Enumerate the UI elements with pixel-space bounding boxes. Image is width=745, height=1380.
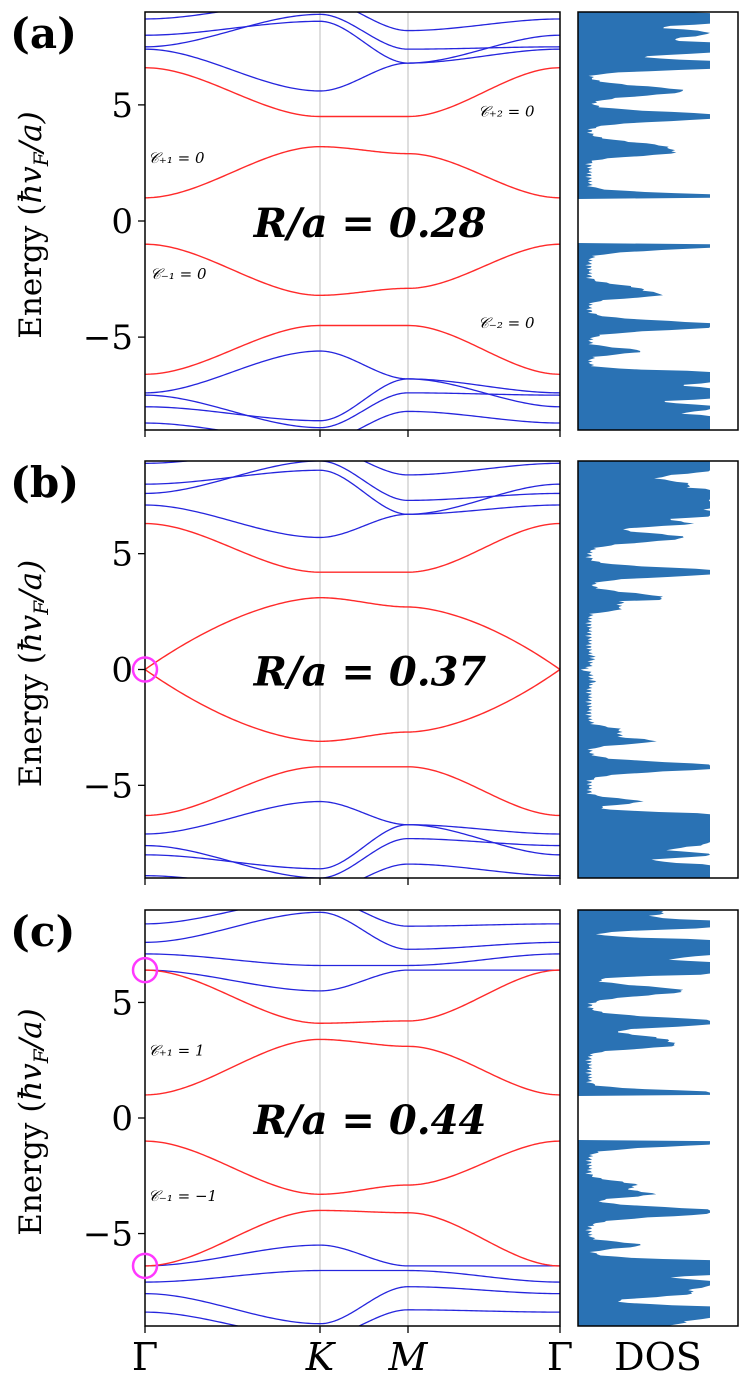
red-band-line — [145, 324, 560, 375]
x-tick-label-4: Γ — [547, 1335, 573, 1379]
y-tick-label: 0 — [111, 202, 133, 242]
y-axis-title-math: ħv — [13, 614, 49, 652]
band-panel-3: 5 0 −5 Energy (ħvF/a) (c) R/a = 0.44 𝒞₊₁ = 1 𝒞₋… — [10, 907, 561, 1333]
blue-band-line — [145, 1244, 560, 1267]
blue-band-line — [145, 824, 560, 870]
y-axis-title-end: /a) — [13, 560, 49, 604]
y-axis-title-subscript: F — [29, 1048, 53, 1064]
y-axis-title-text: Energy ( — [13, 652, 49, 787]
blue-band-line — [145, 969, 560, 992]
panel-title-ratio: R/a = 0.44 — [253, 1097, 487, 1144]
y-axis-title: Energy (ħvF/a) — [13, 560, 53, 787]
blue-band-line — [145, 469, 560, 515]
blue-band-line — [145, 911, 560, 950]
panel-letter-label: (c) — [10, 907, 75, 956]
dos-fill-area — [578, 910, 710, 1326]
chern-number-annotation: 𝒞₋₁ = 0 — [150, 265, 207, 283]
band-crossing-marker — [131, 656, 159, 683]
chern-number-annotation: 𝒞₋₁ = −1 — [148, 1187, 217, 1205]
blue-band-line — [145, 461, 560, 502]
y-tick-label: −5 — [83, 766, 133, 806]
y-tick-label: −5 — [83, 318, 133, 358]
dos-plot-frame — [577, 11, 739, 431]
blue-band-line — [145, 410, 560, 430]
red-band-line — [145, 668, 560, 743]
dos-panel-3 — [577, 909, 739, 1327]
dos-fill-area — [578, 461, 710, 878]
bands-group — [145, 910, 560, 1326]
band-crossing-marker — [131, 1252, 159, 1280]
y-tick-label: 0 — [111, 1099, 133, 1139]
red-band-line — [145, 522, 560, 573]
blue-band-line — [145, 800, 560, 835]
dos-plot-frame — [577, 460, 739, 879]
dos-axis-label: DOS — [614, 1335, 702, 1379]
y-axis-title-end: /a) — [13, 1008, 49, 1052]
chern-number-annotation: 𝒞₊₂ = 0 — [478, 103, 535, 121]
red-band-line — [145, 766, 560, 817]
blue-band-line — [145, 1286, 560, 1325]
bands-group — [145, 461, 560, 878]
y-tick-label: 5 — [111, 86, 133, 126]
chern-number-annotation: 𝒞₊₁ = 1 — [148, 1042, 205, 1060]
red-band-line — [145, 1209, 560, 1267]
bands-group — [145, 12, 560, 430]
y-axis-title: Energy (ħvF/a) — [13, 111, 53, 338]
y-axis-title-math: ħv — [13, 1063, 49, 1101]
panel-title-ratio: R/a = 0.28 — [253, 200, 487, 247]
dos-plot-frame — [577, 909, 739, 1327]
y-axis-title: Energy (ħvF/a) — [13, 1008, 53, 1235]
blue-band-line — [145, 13, 560, 50]
blue-band-line — [145, 504, 560, 539]
chern-number-annotation: 𝒞₋₂ = 0 — [478, 314, 535, 332]
red-band-line — [145, 1140, 560, 1195]
y-tick-label: 5 — [111, 983, 133, 1023]
red-band-line — [145, 243, 560, 297]
blue-band-line — [145, 48, 560, 92]
y-axis-title-subscript: F — [29, 600, 53, 616]
blue-band-line — [145, 461, 560, 476]
y-axis-title-math: ħv — [13, 166, 49, 204]
blue-band-line — [145, 1309, 560, 1326]
red-band-line — [145, 969, 560, 1024]
blue-band-line — [145, 12, 560, 32]
y-axis-title-text: Energy ( — [13, 1101, 49, 1236]
chern-number-annotation: 𝒞₊₁ = 0 — [148, 149, 205, 167]
x-tick-label-3: M — [388, 1335, 429, 1379]
blue-band-line — [145, 392, 560, 429]
x-tick-label-1: Γ — [132, 1335, 158, 1379]
panel-letter-label: (b) — [10, 458, 79, 507]
panel-letter-label: (a) — [10, 9, 77, 58]
band-crossing-marker — [131, 956, 159, 984]
red-band-line — [145, 145, 560, 199]
y-tick-label: 0 — [111, 651, 133, 691]
band-panel-2: 5 0 −5 Energy (ħvF/a) (b) R/a = 0.37 — [10, 458, 561, 885]
red-band-line — [145, 1038, 560, 1096]
blue-band-line — [145, 350, 560, 394]
panel-title-ratio: R/a = 0.37 — [253, 649, 487, 696]
blue-band-line — [145, 378, 560, 422]
y-tick-label: −5 — [83, 1215, 133, 1255]
blue-band-line — [145, 910, 560, 927]
blue-band-line — [145, 863, 560, 878]
y-axis-title-subscript: F — [29, 151, 53, 167]
dos-panel-2 — [577, 460, 739, 879]
blue-band-line — [145, 837, 560, 878]
y-axis-title-text: Energy ( — [13, 204, 49, 339]
y-tick-label: 5 — [111, 535, 133, 575]
red-band-line — [145, 596, 560, 671]
band-panel-1: 5 0 −5 Energy (ħvF/a) (a) R/a = 0.28 𝒞₊₁ = 0 𝒞₋… — [10, 9, 561, 437]
dos-fill-area — [578, 12, 710, 430]
dos-panel-1 — [577, 11, 739, 431]
y-axis-title-end: /a) — [13, 111, 49, 155]
blue-band-line — [145, 20, 560, 64]
blue-band-line — [145, 953, 560, 967]
red-band-line — [145, 67, 560, 118]
blue-band-line — [145, 1269, 560, 1283]
x-tick-label-2: K — [305, 1335, 337, 1379]
